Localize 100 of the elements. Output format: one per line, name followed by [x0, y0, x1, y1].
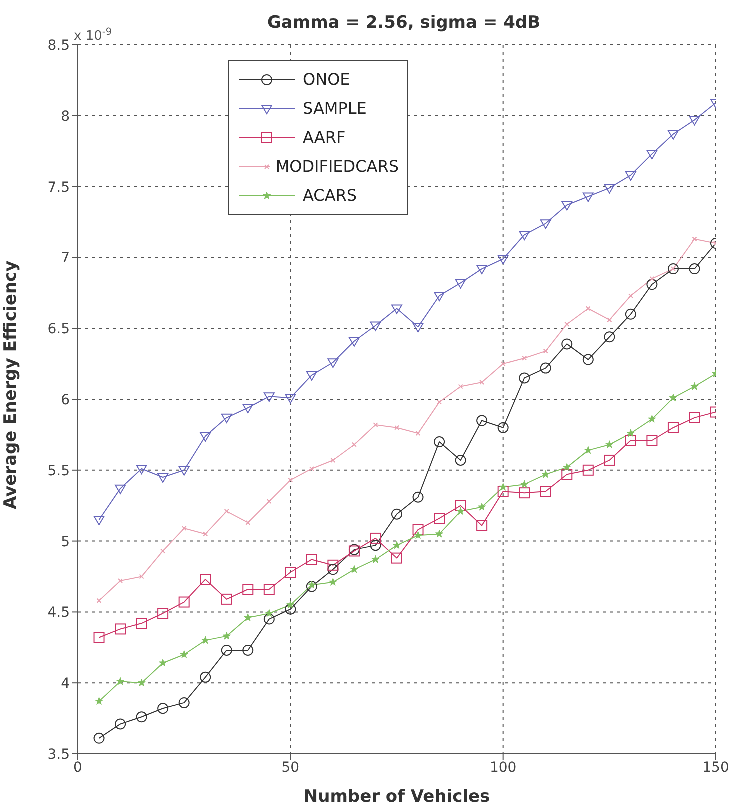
- point: [668, 422, 679, 434]
- point: [646, 150, 658, 160]
- point: [498, 486, 509, 498]
- point: [416, 431, 421, 436]
- chart-title: Gamma = 2.56, sigma = 4dB: [267, 13, 541, 33]
- point: [604, 184, 616, 194]
- point: [328, 358, 339, 368]
- point: [94, 632, 105, 644]
- point: [434, 436, 446, 448]
- point: [116, 677, 125, 686]
- point: [200, 432, 212, 442]
- point: [392, 552, 402, 564]
- y-tick-label: 8: [61, 108, 70, 125]
- y-tick-label: 6.5: [48, 322, 70, 338]
- point: [625, 435, 636, 446]
- point: [352, 442, 357, 448]
- point: [118, 578, 124, 584]
- point: [582, 464, 594, 476]
- point: [586, 306, 591, 312]
- point: [264, 614, 275, 625]
- y-tick-label: 5: [61, 534, 70, 550]
- point: [178, 466, 190, 476]
- y-tick-label: 4: [61, 676, 70, 692]
- x-axis-title: Number of Vehicles: [304, 787, 490, 804]
- y-tick-label: 7: [61, 250, 70, 267]
- y-axis-title: Average Energy Efficiency: [1, 260, 22, 510]
- point: [604, 332, 616, 343]
- point: [668, 264, 679, 275]
- point: [372, 555, 380, 564]
- point: [138, 678, 146, 687]
- point: [158, 608, 169, 620]
- point: [285, 566, 296, 578]
- point: [246, 520, 251, 526]
- point: [202, 636, 210, 644]
- point: [370, 532, 382, 544]
- point: [94, 516, 105, 526]
- point: [689, 412, 700, 424]
- point: [306, 581, 318, 592]
- point: [373, 422, 378, 428]
- point: [607, 318, 612, 323]
- point: [520, 480, 529, 488]
- point: [136, 464, 148, 474]
- point: [306, 371, 318, 381]
- point: [394, 425, 400, 430]
- point: [412, 492, 424, 503]
- point: [455, 454, 466, 466]
- point: [95, 697, 104, 706]
- point: [692, 236, 698, 242]
- point: [392, 304, 402, 314]
- point: [392, 508, 402, 520]
- point: [242, 584, 254, 596]
- point: [562, 201, 573, 211]
- point: [519, 231, 530, 241]
- point: [478, 503, 486, 511]
- point: [412, 524, 424, 536]
- point: [500, 362, 506, 367]
- point: [542, 470, 550, 478]
- point: [604, 454, 616, 466]
- point: [180, 650, 188, 658]
- x-tick-label: 0: [74, 760, 82, 776]
- point: [136, 618, 148, 630]
- point: [434, 513, 446, 524]
- point: [224, 509, 230, 514]
- point: [455, 279, 466, 289]
- legend-label: SAMPLE: [303, 99, 367, 118]
- point: [435, 530, 444, 538]
- point: [540, 220, 552, 230]
- point: [158, 473, 169, 483]
- point: [222, 632, 231, 640]
- point: [480, 380, 485, 385]
- point: [650, 276, 655, 282]
- y-tick-label: 3.5: [48, 746, 70, 763]
- point: [306, 554, 318, 566]
- point: [499, 483, 508, 491]
- point: [328, 560, 339, 571]
- point: [668, 130, 679, 140]
- point: [265, 609, 274, 618]
- point: [94, 732, 105, 744]
- point: [689, 116, 700, 126]
- point: [203, 532, 208, 537]
- point: [564, 322, 570, 327]
- point: [519, 372, 530, 384]
- point: [200, 574, 212, 586]
- point: [562, 469, 573, 480]
- point: [264, 392, 275, 402]
- point: [221, 644, 232, 656]
- point: [540, 486, 552, 498]
- point: [329, 578, 338, 586]
- point: [200, 672, 212, 683]
- point: [115, 718, 126, 730]
- y-tick-label: 8.5: [48, 38, 70, 54]
- point: [221, 414, 232, 424]
- point: [476, 520, 488, 532]
- point: [437, 400, 442, 405]
- point: [266, 499, 272, 504]
- y-tick-label: 7.5: [48, 180, 70, 196]
- x-tick-label: 150: [702, 760, 730, 776]
- point: [625, 171, 636, 181]
- point: [136, 712, 148, 723]
- point: [476, 265, 488, 275]
